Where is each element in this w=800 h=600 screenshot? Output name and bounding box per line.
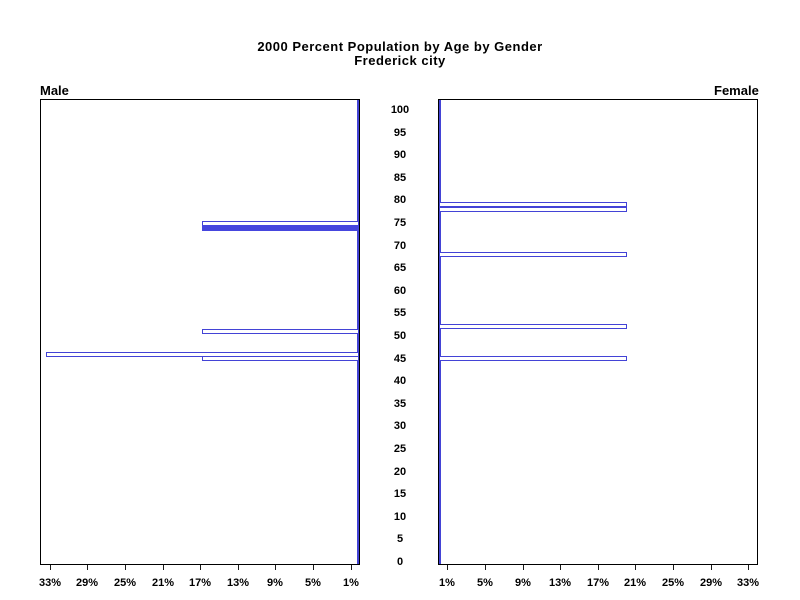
male-pct-axis-tick (351, 565, 352, 570)
female-bar-age-79 (439, 202, 627, 207)
male-pct-axis-label-29: 29% (75, 577, 99, 589)
age-axis-label-45: 45 (393, 353, 407, 365)
female-pct-axis-tick (635, 565, 636, 570)
female-pct-axis-tick (447, 565, 448, 570)
male-pct-axis-label-5: 5% (305, 577, 321, 589)
age-axis-label-0: 0 (396, 556, 404, 568)
female-pct-axis-label-21: 21% (623, 577, 647, 589)
female-panel (438, 99, 758, 565)
age-axis-label-90: 90 (393, 149, 407, 161)
age-axis-label-5: 5 (396, 533, 404, 545)
female-pct-axis-tick (748, 565, 749, 570)
male-bar-age-45 (202, 356, 359, 361)
male-bar-age-51 (202, 329, 359, 334)
female-pct-axis-label-33: 33% (736, 577, 760, 589)
age-axis-label-10: 10 (393, 511, 407, 523)
female-pct-axis-label-13: 13% (548, 577, 572, 589)
age-axis-label-80: 80 (393, 194, 407, 206)
age-axis-label-55: 55 (393, 307, 407, 319)
male-pct-axis-label-9: 9% (267, 577, 283, 589)
male-pct-axis-label-17: 17% (188, 577, 212, 589)
female-panel-label: Female (714, 83, 759, 98)
male-pct-axis-tick (275, 565, 276, 570)
chart-title-line1: 2000 Percent Population by Age by Gender (257, 39, 543, 54)
male-pct-axis-tick (313, 565, 314, 570)
age-axis-label-65: 65 (393, 262, 407, 274)
female-pct-axis-label-1: 1% (439, 577, 455, 589)
chart-title: 2000 Percent Population by Age by Gender… (0, 40, 800, 68)
male-pct-axis-label-25: 25% (113, 577, 137, 589)
age-axis-label-100: 100 (390, 104, 410, 116)
age-axis-label-70: 70 (393, 240, 407, 252)
female-pct-axis-tick (711, 565, 712, 570)
female-pct-axis-tick (485, 565, 486, 570)
female-pct-axis-label-5: 5% (477, 577, 493, 589)
male-pct-axis-label-33: 33% (38, 577, 62, 589)
age-axis-label-95: 95 (393, 127, 407, 139)
male-pct-axis-tick (87, 565, 88, 570)
female-pct-axis-label-17: 17% (586, 577, 610, 589)
age-axis-label-50: 50 (393, 330, 407, 342)
age-axis-label-30: 30 (393, 420, 407, 432)
female-pct-axis-tick (598, 565, 599, 570)
male-pct-axis-label-1: 1% (343, 577, 359, 589)
male-panel-label: Male (40, 83, 69, 98)
age-axis-label-15: 15 (393, 488, 407, 500)
female-bar-age-52 (439, 324, 627, 329)
age-axis-label-85: 85 (393, 172, 407, 184)
female-bar-age-45 (439, 356, 627, 361)
male-pct-axis-tick (125, 565, 126, 570)
female-pct-axis-label-9: 9% (515, 577, 531, 589)
age-axis-label-35: 35 (393, 398, 407, 410)
age-axis-label-40: 40 (393, 375, 407, 387)
male-pct-axis-label-13: 13% (226, 577, 250, 589)
male-bar-age-74 (202, 225, 359, 231)
female-pct-axis-tick (523, 565, 524, 570)
female-pct-axis-label-25: 25% (661, 577, 685, 589)
age-axis-label-75: 75 (393, 217, 407, 229)
male-pct-axis-tick (50, 565, 51, 570)
female-zero-axis-line (439, 100, 441, 564)
age-axis-label-20: 20 (393, 466, 407, 478)
male-pct-axis-tick (200, 565, 201, 570)
age-axis-label-25: 25 (393, 443, 407, 455)
male-pct-axis-tick (163, 565, 164, 570)
female-pct-axis-label-29: 29% (699, 577, 723, 589)
female-bar-age-78 (439, 207, 627, 212)
male-pct-axis-label-21: 21% (151, 577, 175, 589)
male-pct-axis-tick (238, 565, 239, 570)
chart-title-line2: Frederick city (354, 53, 446, 68)
female-pct-axis-tick (560, 565, 561, 570)
age-axis-label-60: 60 (393, 285, 407, 297)
female-pct-axis-tick (673, 565, 674, 570)
male-panel (40, 99, 360, 565)
female-bar-age-68 (439, 252, 627, 257)
